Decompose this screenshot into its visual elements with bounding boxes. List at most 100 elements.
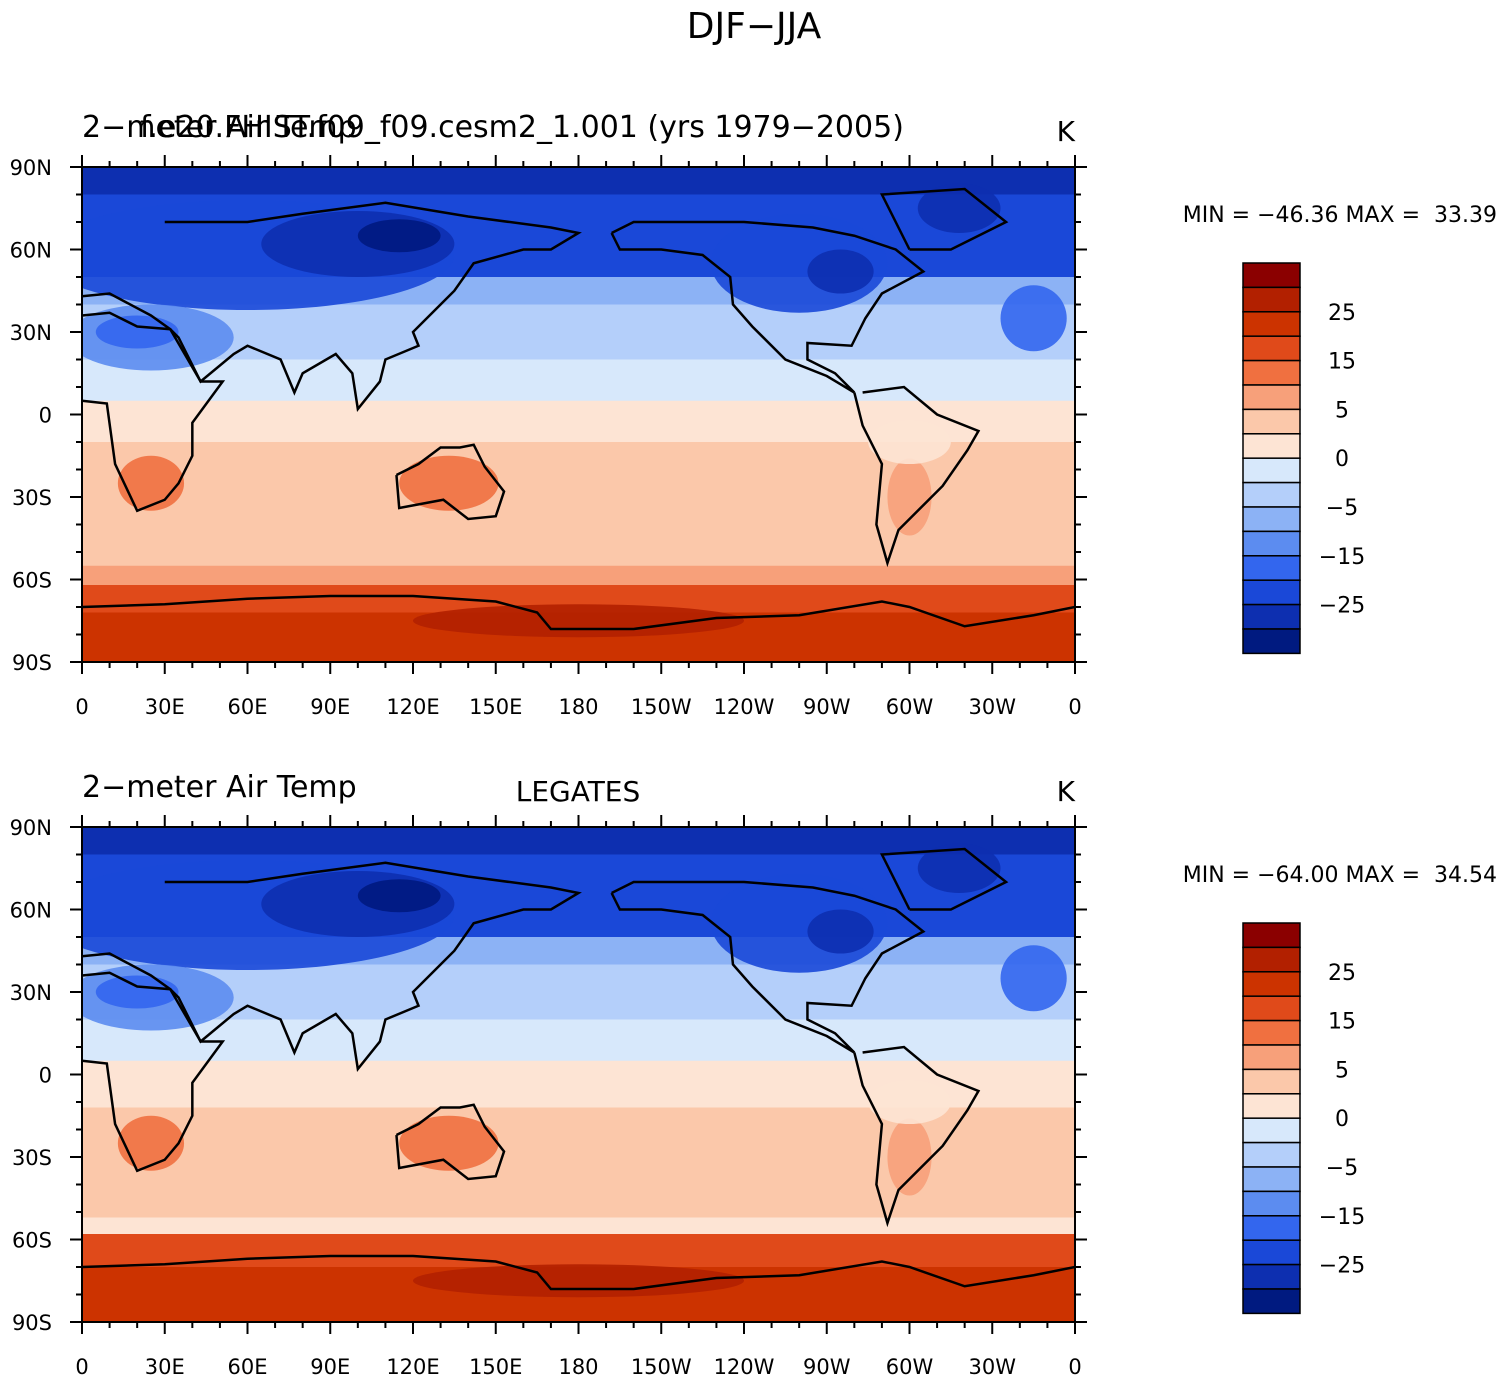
field-blob: [868, 420, 951, 464]
colorbar-box: [1242, 1068, 1301, 1095]
field-blob: [868, 1080, 951, 1124]
colorbar-label: 5: [1335, 1058, 1349, 1083]
lon-label: 180: [558, 695, 598, 719]
lon-label: 0: [1068, 695, 1081, 719]
field-blob: [887, 458, 932, 536]
center-title: LEGATES: [516, 775, 641, 808]
field-blob: [1000, 945, 1067, 1012]
colorbar-box: [1242, 1141, 1301, 1168]
colorbar-box: [1242, 506, 1301, 533]
lon-label: 60E: [228, 1355, 268, 1378]
lat-label: 60S: [12, 569, 52, 593]
colorbar-box: [1242, 359, 1301, 386]
field-blob: [399, 455, 499, 511]
colorbar-label: 0: [1335, 1107, 1349, 1132]
colorbar-box: [1242, 1166, 1301, 1193]
map-field: [82, 167, 1075, 662]
lon-label: 120E: [386, 695, 439, 719]
field-blob: [1000, 285, 1067, 352]
stats: MIN = −64.00 MAX = 34.54: [1183, 863, 1497, 888]
coastline: [395, 1103, 506, 1181]
field-blob: [887, 1118, 932, 1196]
coastline: [610, 220, 926, 394]
colorbar-box: [1242, 408, 1301, 435]
coastline: [853, 1045, 981, 1228]
coastline: [82, 201, 582, 412]
lat-label: 30S: [12, 1146, 52, 1170]
field-band: [82, 1019, 1075, 1062]
colorbar-box: [1242, 1019, 1301, 1046]
colorbar-box: [1242, 384, 1301, 411]
field-blob: [399, 1115, 499, 1171]
field-blob: [413, 604, 744, 638]
colorbar-box: [1242, 628, 1301, 655]
colorbar-box: [1242, 1239, 1301, 1266]
colorbar-box: [1242, 1044, 1301, 1071]
lat-label: 90N: [10, 816, 52, 840]
field-blob: [807, 249, 874, 294]
field-blob: [95, 975, 179, 1009]
left-title: 2−meter Air Temp: [82, 110, 357, 145]
colorbar-label: −5: [1326, 496, 1358, 521]
lat-label: 90S: [12, 1311, 52, 1335]
lat-label: 90N: [10, 156, 52, 180]
field-band: [82, 167, 1075, 196]
lon-label: 60E: [228, 695, 268, 719]
field-band: [82, 1234, 1075, 1268]
lon-label: 120W: [714, 1355, 775, 1378]
field-blob: [917, 843, 1001, 893]
colorbar-label: −15: [1319, 545, 1365, 570]
field-band: [82, 565, 1075, 586]
lon-label: 30W: [969, 1355, 1017, 1378]
lon-label: 30E: [145, 1355, 185, 1378]
lon-label: 90W: [803, 1355, 851, 1378]
colorbar-box: [1242, 335, 1301, 362]
lon-label: 120W: [714, 695, 775, 719]
coastline: [395, 443, 506, 521]
colorbar-label: −25: [1319, 1254, 1365, 1279]
colorbar-label: −5: [1326, 1156, 1358, 1181]
colorbar-box: [1242, 555, 1301, 581]
colorbar-box: [1242, 1263, 1301, 1290]
coastline: [82, 971, 226, 1173]
lon-label: 0: [75, 695, 88, 719]
lon-label: 0: [1068, 1355, 1081, 1378]
colorbar-box: [1242, 1117, 1301, 1144]
coastline: [82, 861, 582, 1072]
lat-label: 30S: [12, 486, 52, 510]
colorbar-label: −25: [1319, 594, 1365, 619]
stats: MIN = −46.36 MAX = 33.39: [1183, 203, 1497, 228]
lon-label: 30W: [969, 695, 1017, 719]
lon-label: 150E: [469, 1355, 522, 1378]
coastline: [853, 385, 981, 568]
units: K: [1057, 115, 1076, 148]
field-band: [82, 1217, 1075, 1235]
units: K: [1057, 775, 1076, 808]
coastline: [82, 594, 1075, 631]
lon-label: 120E: [386, 1355, 439, 1378]
coastline: [82, 311, 226, 513]
colorbar-label: 5: [1335, 398, 1349, 423]
left-title: 2−meter Air Temp: [82, 770, 357, 805]
figure-title: DJF−JJA: [687, 6, 822, 47]
coastline: [879, 847, 1009, 911]
lon-label: 90E: [310, 695, 350, 719]
colorbar-box: [1242, 457, 1301, 484]
lat-label: 60N: [10, 899, 52, 923]
lat-label: 60S: [12, 1229, 52, 1253]
colorbar-box: [1242, 603, 1301, 630]
colorbar-box: [1242, 286, 1301, 313]
lat-label: 0: [39, 404, 52, 428]
coastline: [610, 880, 926, 1054]
colorbar-box: [1242, 1190, 1301, 1217]
colorbar-box: [1242, 311, 1301, 337]
colorbar-box: [1242, 995, 1301, 1022]
field-blob: [917, 183, 1001, 233]
colorbar-label: 25: [1328, 961, 1356, 986]
colorbar-box: [1242, 1093, 1301, 1119]
lat-label: 0: [39, 1064, 52, 1088]
field-blob: [413, 1264, 744, 1298]
lon-label: 180: [558, 1355, 598, 1378]
lon-label: 0: [75, 1355, 88, 1378]
field-blob: [807, 909, 874, 954]
